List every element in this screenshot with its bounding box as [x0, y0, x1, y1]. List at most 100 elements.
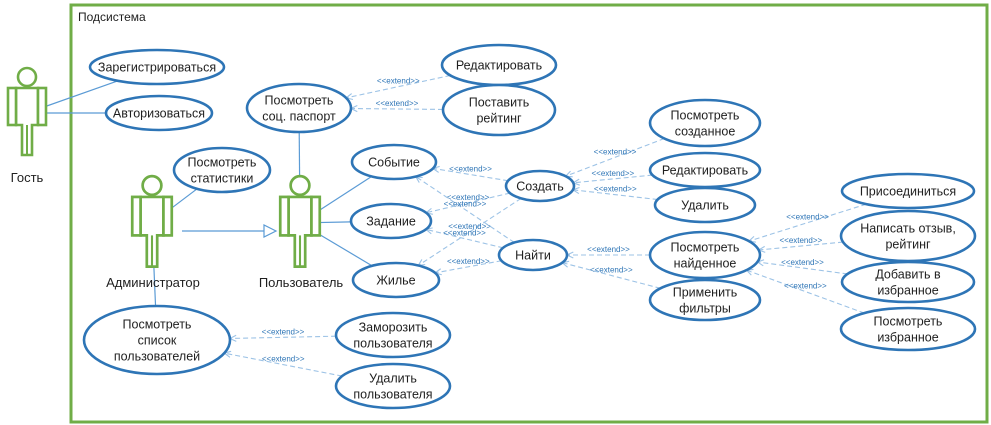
usecase-freeze[interactable]: Заморозить пользователя	[334, 311, 452, 359]
actor-left-arm	[278, 195, 290, 237]
usecase-ellipse[interactable]	[334, 362, 452, 410]
usecase-view_found[interactable]: Посмотреть найденное	[648, 230, 762, 280]
usecase-housing[interactable]: Жилье	[351, 261, 441, 299]
usecase-label: Посмотреть	[671, 241, 740, 255]
usecase-filters[interactable]: Применить фильтры	[648, 278, 762, 322]
usecase-ellipse[interactable]	[172, 146, 272, 194]
usecase-find[interactable]: Найти	[497, 238, 569, 272]
usecase-del_user[interactable]: Удалить пользователя	[334, 362, 452, 410]
usecase-review[interactable]: Написать отзыв, рейтинг	[839, 209, 977, 263]
usecase-label: Удалить	[369, 372, 417, 386]
generalizations	[182, 224, 278, 238]
actor-right-arm	[36, 86, 48, 127]
usecase-label: Добавить в	[875, 268, 941, 282]
extend-label: <<extend>>	[449, 165, 492, 174]
actor-name: Гость	[11, 170, 44, 185]
usecase-label: рейтинг	[476, 112, 521, 126]
extend-label: <<extend>>	[786, 213, 829, 222]
extend-line	[346, 74, 451, 99]
usecase-edit_profile[interactable]: Редактировать	[440, 43, 558, 87]
usecase-label: Зарегистрироваться	[98, 61, 216, 75]
usecase-label: Написать отзыв,	[860, 222, 956, 236]
extend-relations: <<extend>> <<extend>> <<extend>> <<extend>>…	[223, 74, 867, 377]
usecase-label: статистики	[191, 172, 254, 186]
extend-label: <<extend>>	[376, 99, 419, 108]
usecase-ellipse[interactable]	[648, 278, 762, 322]
usecase-label: избранное	[877, 331, 938, 345]
usecase-label: созданное	[675, 125, 736, 139]
extend-line	[425, 228, 504, 249]
usecase-ellipse[interactable]	[104, 94, 214, 132]
extend-label: <<extend>>	[779, 236, 822, 245]
usecase-login[interactable]: Авторизоваться	[104, 94, 214, 132]
usecase-label: Удалить	[681, 199, 729, 213]
usecase-label: Применить	[673, 286, 738, 300]
usecase-ellipse[interactable]	[839, 209, 977, 263]
extend-label: <<extend>>	[443, 229, 486, 238]
extend-label: <<extend>>	[262, 355, 305, 364]
usecase-ellipse[interactable]	[840, 260, 976, 304]
usecase-label: Событие	[368, 156, 420, 170]
extend-label: <<extend>>	[781, 258, 824, 267]
extend-line	[417, 197, 522, 266]
usecase-ellipse[interactable]	[245, 82, 353, 134]
usecase-ellipse[interactable]	[350, 143, 438, 181]
usecase-ellipse[interactable]	[88, 48, 226, 86]
extend-line	[562, 262, 661, 289]
usecase-ellipse[interactable]	[351, 261, 441, 299]
usecase-ellipse[interactable]	[840, 172, 976, 210]
extend-label: <<extend>>	[377, 77, 420, 86]
usecase-ellipse[interactable]	[82, 304, 232, 376]
usecase-label: Жилье	[376, 274, 415, 288]
usecase-ellipse[interactable]	[653, 186, 757, 224]
usecase-register[interactable]: Зарегистрироваться	[88, 48, 226, 86]
usecase-edit[interactable]: Редактировать	[648, 151, 762, 189]
usecase-label: Создать	[516, 180, 564, 194]
usecase-ellipse[interactable]	[839, 306, 977, 352]
usecase-task[interactable]: Задание	[349, 202, 433, 240]
usecase-ellipse[interactable]	[648, 230, 762, 280]
usecase-view_stats[interactable]: Посмотреть статистики	[172, 146, 272, 194]
actor-left-arm	[6, 86, 18, 127]
extend-line	[350, 107, 444, 110]
usecase-view_fav[interactable]: Посмотреть избранное	[839, 306, 977, 352]
actor-guest	[6, 66, 48, 157]
extend-line	[432, 167, 509, 182]
usecase-ellipse[interactable]	[504, 169, 576, 203]
usecase-event[interactable]: Событие	[350, 143, 438, 181]
extend-label: <<extend>>	[587, 245, 630, 254]
actor-right-arm	[162, 195, 174, 237]
usecase-view_created[interactable]: Посмотреть созданное	[648, 98, 762, 148]
usecase-view_passport[interactable]: Посмотреть соц. паспорт	[245, 82, 353, 134]
usecase-label: избранное	[877, 284, 938, 298]
system-boundary	[69, 3, 989, 424]
usecase-ellipse[interactable]	[334, 311, 452, 359]
extend-line	[758, 241, 844, 251]
usecase-create[interactable]: Создать	[504, 169, 576, 203]
usecase-user_list[interactable]: Посмотреть список пользователей	[82, 304, 232, 376]
extend-label: <<extend>>	[784, 282, 827, 291]
usecase-ellipse[interactable]	[497, 238, 569, 272]
extend-label: <<extend>>	[592, 169, 635, 178]
usecase-label: Посмотреть	[671, 109, 740, 123]
usecase-join[interactable]: Присоединиться	[840, 172, 976, 210]
usecase-label: соц. паспорт	[262, 110, 336, 124]
extend-label: <<extend>>	[594, 185, 637, 194]
extend-label: <<extend>>	[447, 257, 490, 266]
usecase-label: Посмотреть	[265, 94, 334, 108]
extend-line	[748, 203, 867, 242]
generalization-arrowhead	[263, 224, 278, 238]
usecase-ellipse[interactable]	[648, 98, 762, 148]
actor-name: Администратор	[106, 275, 200, 290]
usecase-ellipse[interactable]	[349, 202, 433, 240]
usecase-label: Присоединиться	[860, 185, 956, 199]
usecase-add_fav[interactable]: Добавить в избранное	[840, 260, 976, 304]
usecase-ellipse[interactable]	[441, 83, 557, 137]
usecase-label: Посмотреть	[188, 156, 257, 170]
usecase-label: Заморозить	[359, 321, 428, 335]
usecase-delete[interactable]: Удалить	[653, 186, 757, 224]
extend-label: <<extend>>	[447, 193, 490, 202]
extend-line	[572, 189, 658, 201]
usecase-rate[interactable]: Поставить рейтинг	[441, 83, 557, 137]
